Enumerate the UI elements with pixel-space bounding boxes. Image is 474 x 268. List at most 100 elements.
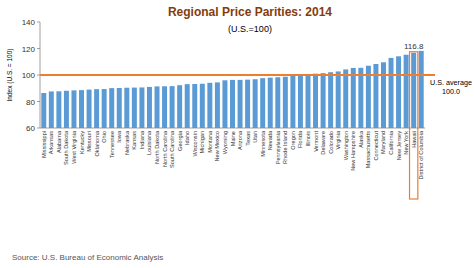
x-tick-label: Vermont — [313, 131, 319, 152]
x-tick-label: Hawaii — [411, 131, 417, 148]
x-tick-label: Pennsylvania — [275, 130, 281, 164]
x-tick-label: Arizona — [237, 130, 243, 150]
x-tick-label: Alaska — [358, 130, 364, 148]
bar — [162, 86, 167, 128]
x-tick-label: New York — [403, 131, 409, 155]
x-tick-label: District of Columbia — [418, 130, 424, 179]
bar — [117, 88, 122, 128]
x-tick-label: Indiana — [139, 130, 145, 149]
bar — [124, 88, 129, 128]
bar — [351, 68, 356, 128]
x-tick-label: West Virginia — [71, 130, 77, 164]
bar — [305, 74, 310, 128]
bar — [87, 90, 92, 128]
y-tick — [37, 22, 40, 23]
x-tick-label: Arkansas — [48, 131, 54, 155]
x-tick-label: Louisiana — [146, 130, 152, 155]
bar — [290, 75, 295, 128]
x-tick-label: Tennessee — [109, 131, 115, 158]
bar — [253, 79, 258, 128]
reference-line — [40, 74, 435, 76]
x-tick-label: Minnesota — [260, 130, 266, 157]
bar — [132, 88, 137, 128]
bar — [207, 83, 212, 128]
bar — [192, 84, 197, 128]
bar — [185, 84, 190, 128]
bar — [245, 80, 250, 128]
bar — [411, 53, 416, 128]
x-tick-label: Oregon — [290, 131, 296, 150]
y-tick-label: 120 — [22, 45, 36, 54]
bar — [155, 86, 160, 128]
bars — [41, 51, 423, 128]
bar — [404, 55, 409, 128]
x-tick-label: Mississippi — [41, 131, 47, 158]
x-tick-label: New Mexico — [214, 131, 220, 161]
x-tick-label: Kansas — [131, 131, 137, 150]
bar — [200, 84, 205, 128]
x-tick-label: New Hampshire — [350, 131, 356, 171]
subtitle: (U.S.=100) — [228, 24, 272, 34]
x-tick-label: Montana — [207, 130, 213, 153]
reference-label: U.S. average — [430, 78, 472, 87]
x-tick-label: Illinois — [305, 131, 311, 147]
bar — [321, 73, 326, 128]
bar — [260, 78, 265, 128]
x-tick-label: Alabama — [56, 130, 62, 153]
bar — [71, 90, 76, 128]
bar — [298, 75, 303, 128]
bar — [373, 64, 378, 128]
x-tick-label: Wyoming — [222, 131, 228, 154]
bar — [79, 90, 84, 128]
bar — [109, 88, 114, 128]
y-tick — [37, 48, 40, 49]
x-tick-label: Georgia — [177, 130, 183, 151]
x-tick-label: Delaware — [320, 131, 326, 155]
x-tick-label: Wisconsin — [192, 131, 198, 157]
bar — [222, 80, 227, 128]
bar — [313, 74, 318, 128]
x-tick-label: Florida — [297, 130, 303, 148]
x-tick-label: Virginia — [335, 130, 341, 149]
bar — [56, 91, 61, 128]
x-tick-label: Texas — [245, 131, 251, 146]
x-tick-label: South Dakota — [63, 130, 69, 165]
x-tick-label: South Carolina — [169, 130, 175, 168]
x-tick-label: North Carolina — [162, 130, 168, 167]
bar — [177, 85, 182, 128]
x-tick-label: Massachusetts — [365, 131, 371, 169]
highlight-box — [410, 52, 418, 199]
x-tick-label: Oklahoma — [94, 130, 100, 156]
y-tick-label: 100 — [22, 71, 36, 80]
y-tick — [37, 75, 40, 76]
bar — [381, 62, 386, 128]
x-tick-label: Kentucky — [79, 131, 85, 154]
x-tick-label: Maryland — [380, 131, 386, 154]
bar — [49, 91, 54, 128]
bar — [275, 77, 280, 128]
bar — [419, 51, 424, 128]
x-tick-label: Nebraska — [124, 130, 130, 155]
bar — [358, 68, 363, 128]
bar — [336, 71, 341, 128]
x-tick-label: California — [388, 130, 394, 155]
x-tick-label: Colorado — [328, 131, 334, 154]
bar — [283, 77, 288, 128]
title: Regional Price Parities: 2014 — [168, 5, 332, 19]
bar — [396, 56, 401, 128]
bar — [102, 89, 107, 128]
bar — [389, 58, 394, 128]
x-tick-label: New Jersey — [396, 131, 402, 160]
x-tick-label: Maine — [230, 131, 236, 146]
x-tick-label: Iowa — [116, 130, 122, 143]
bar — [41, 93, 46, 128]
bar — [215, 82, 220, 128]
x-tick-label: Ohio — [101, 131, 107, 143]
x-axis — [40, 128, 425, 129]
y-tick — [37, 101, 40, 102]
y-tick — [37, 128, 40, 129]
reference-value: 100.0 — [442, 87, 460, 96]
y-tick-label: 60 — [26, 124, 35, 133]
bar — [268, 78, 273, 128]
x-tick-label: Connecticut — [373, 131, 379, 161]
